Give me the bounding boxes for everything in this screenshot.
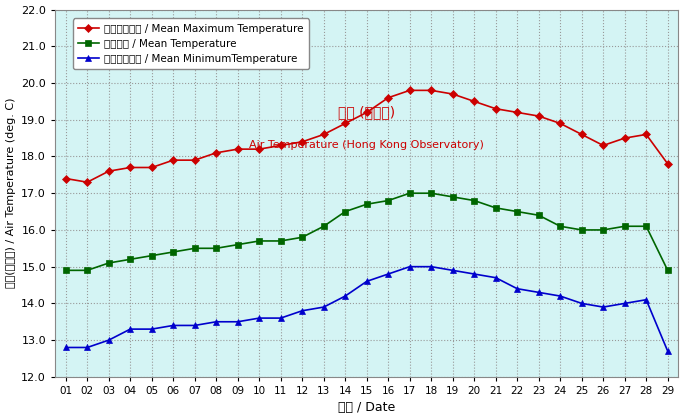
平均最低氣溫 / Mean MinimumTemperature (212, 319, 220, 324)
平均最高氣溫 / Mean Maximum Temperature (234, 147, 242, 152)
平均最高氣溫 / Mean Maximum Temperature (449, 92, 457, 97)
平均氣溫 / Mean Temperature (642, 224, 650, 229)
平均氣溫 / Mean Temperature (577, 227, 586, 232)
平均最低氣溫 / Mean MinimumTemperature (363, 279, 371, 284)
平均最低氣溫 / Mean MinimumTemperature (319, 304, 328, 310)
平均最高氣溫 / Mean Maximum Temperature (62, 176, 70, 181)
平均最低氣溫 / Mean MinimumTemperature (556, 294, 564, 299)
平均最高氣溫 / Mean Maximum Temperature (384, 95, 393, 100)
平均最低氣溫 / Mean MinimumTemperature (191, 323, 199, 328)
平均最低氣溫 / Mean MinimumTemperature (169, 323, 177, 328)
平均氣溫 / Mean Temperature (470, 198, 478, 203)
平均最高氣溫 / Mean Maximum Temperature (212, 150, 220, 155)
平均最高氣溫 / Mean Maximum Temperature (341, 121, 350, 126)
平均最低氣溫 / Mean MinimumTemperature (599, 304, 607, 310)
平均最高氣溫 / Mean Maximum Temperature (148, 165, 156, 170)
平均氣溫 / Mean Temperature (255, 239, 263, 244)
平均氣溫 / Mean Temperature (341, 209, 350, 214)
平均氣溫 / Mean Temperature (513, 209, 521, 214)
平均氣溫 / Mean Temperature (406, 191, 414, 196)
平均最低氣溫 / Mean MinimumTemperature (83, 345, 92, 350)
平均最高氣溫 / Mean Maximum Temperature (556, 121, 564, 126)
平均最低氣溫 / Mean MinimumTemperature (105, 338, 113, 343)
平均最高氣溫 / Mean Maximum Temperature (663, 161, 672, 166)
平均最高氣溫 / Mean Maximum Temperature (406, 88, 414, 93)
平均最低氣溫 / Mean MinimumTemperature (126, 327, 134, 332)
平均最高氣溫 / Mean Maximum Temperature (363, 110, 371, 115)
平均最高氣溫 / Mean Maximum Temperature (470, 99, 478, 104)
平均氣溫 / Mean Temperature (449, 194, 457, 200)
平均氣溫 / Mean Temperature (83, 268, 92, 273)
平均最低氣溫 / Mean MinimumTemperature (427, 264, 435, 269)
平均最高氣溫 / Mean Maximum Temperature (319, 132, 328, 137)
平均最低氣溫 / Mean MinimumTemperature (234, 319, 242, 324)
平均最高氣溫 / Mean Maximum Temperature (255, 147, 263, 152)
平均最低氣溫 / Mean MinimumTemperature (535, 290, 543, 295)
平均最高氣溫 / Mean Maximum Temperature (83, 180, 92, 185)
平均最低氣溫 / Mean MinimumTemperature (148, 327, 156, 332)
平均氣溫 / Mean Temperature (234, 242, 242, 247)
平均最低氣溫 / Mean MinimumTemperature (449, 268, 457, 273)
平均最高氣溫 / Mean Maximum Temperature (642, 132, 650, 137)
平均氣溫 / Mean Temperature (599, 227, 607, 232)
平均最高氣溫 / Mean Maximum Temperature (105, 169, 113, 174)
平均最低氣溫 / Mean MinimumTemperature (276, 315, 285, 320)
平均氣溫 / Mean Temperature (276, 239, 285, 244)
平均最高氣溫 / Mean Maximum Temperature (492, 106, 500, 111)
平均最高氣溫 / Mean Maximum Temperature (577, 132, 586, 137)
平均最低氣溫 / Mean MinimumTemperature (255, 315, 263, 320)
平均氣溫 / Mean Temperature (191, 246, 199, 251)
平均最低氣溫 / Mean MinimumTemperature (406, 264, 414, 269)
平均最高氣溫 / Mean Maximum Temperature (126, 165, 134, 170)
Text: 氣溫 (天文台): 氣溫 (天文台) (338, 105, 395, 119)
平均氣溫 / Mean Temperature (148, 253, 156, 258)
平均氣溫 / Mean Temperature (62, 268, 70, 273)
平均氣溫 / Mean Temperature (492, 205, 500, 210)
平均最低氣溫 / Mean MinimumTemperature (513, 286, 521, 291)
Text: Air Temperature (Hong Kong Observatory): Air Temperature (Hong Kong Observatory) (249, 140, 484, 150)
Line: 平均最高氣溫 / Mean Maximum Temperature: 平均最高氣溫 / Mean Maximum Temperature (63, 88, 670, 185)
平均最高氣溫 / Mean Maximum Temperature (169, 158, 177, 163)
平均最低氣溫 / Mean MinimumTemperature (642, 297, 650, 302)
平均最低氣溫 / Mean MinimumTemperature (620, 301, 629, 306)
平均氣溫 / Mean Temperature (556, 224, 564, 229)
平均氣溫 / Mean Temperature (663, 268, 672, 273)
平均最低氣溫 / Mean MinimumTemperature (470, 271, 478, 276)
Legend: 平均最高氣溫 / Mean Maximum Temperature, 平均氣溫 / Mean Temperature, 平均最低氣溫 / Mean Minimu: 平均最高氣溫 / Mean Maximum Temperature, 平均氣溫 … (73, 18, 308, 69)
平均最低氣溫 / Mean MinimumTemperature (384, 271, 393, 276)
平均最高氣溫 / Mean Maximum Temperature (427, 88, 435, 93)
平均氣溫 / Mean Temperature (298, 235, 306, 240)
平均氣溫 / Mean Temperature (169, 249, 177, 255)
平均最高氣溫 / Mean Maximum Temperature (298, 139, 306, 144)
平均氣溫 / Mean Temperature (212, 246, 220, 251)
平均最低氣溫 / Mean MinimumTemperature (298, 308, 306, 313)
平均氣溫 / Mean Temperature (319, 224, 328, 229)
平均氣溫 / Mean Temperature (363, 202, 371, 207)
平均最低氣溫 / Mean MinimumTemperature (663, 349, 672, 354)
平均最低氣溫 / Mean MinimumTemperature (577, 301, 586, 306)
平均最高氣溫 / Mean Maximum Temperature (276, 143, 285, 148)
X-axis label: 日期 / Date: 日期 / Date (338, 402, 395, 415)
平均最高氣溫 / Mean Maximum Temperature (599, 143, 607, 148)
平均氣溫 / Mean Temperature (126, 257, 134, 262)
平均氣溫 / Mean Temperature (384, 198, 393, 203)
平均氣溫 / Mean Temperature (105, 260, 113, 265)
Line: 平均最低氣溫 / Mean MinimumTemperature: 平均最低氣溫 / Mean MinimumTemperature (63, 264, 670, 354)
平均最高氣溫 / Mean Maximum Temperature (513, 110, 521, 115)
平均氣溫 / Mean Temperature (427, 191, 435, 196)
平均最低氣溫 / Mean MinimumTemperature (62, 345, 70, 350)
平均最低氣溫 / Mean MinimumTemperature (492, 275, 500, 280)
平均最低氣溫 / Mean MinimumTemperature (341, 294, 350, 299)
Line: 平均氣溫 / Mean Temperature: 平均氣溫 / Mean Temperature (63, 190, 670, 273)
平均氣溫 / Mean Temperature (620, 224, 629, 229)
Y-axis label: 氣溫(攝氏度) / Air Temperature (deg. C): 氣溫(攝氏度) / Air Temperature (deg. C) (5, 98, 16, 289)
平均最高氣溫 / Mean Maximum Temperature (620, 136, 629, 141)
平均最高氣溫 / Mean Maximum Temperature (191, 158, 199, 163)
平均氣溫 / Mean Temperature (535, 213, 543, 218)
平均最高氣溫 / Mean Maximum Temperature (535, 113, 543, 118)
